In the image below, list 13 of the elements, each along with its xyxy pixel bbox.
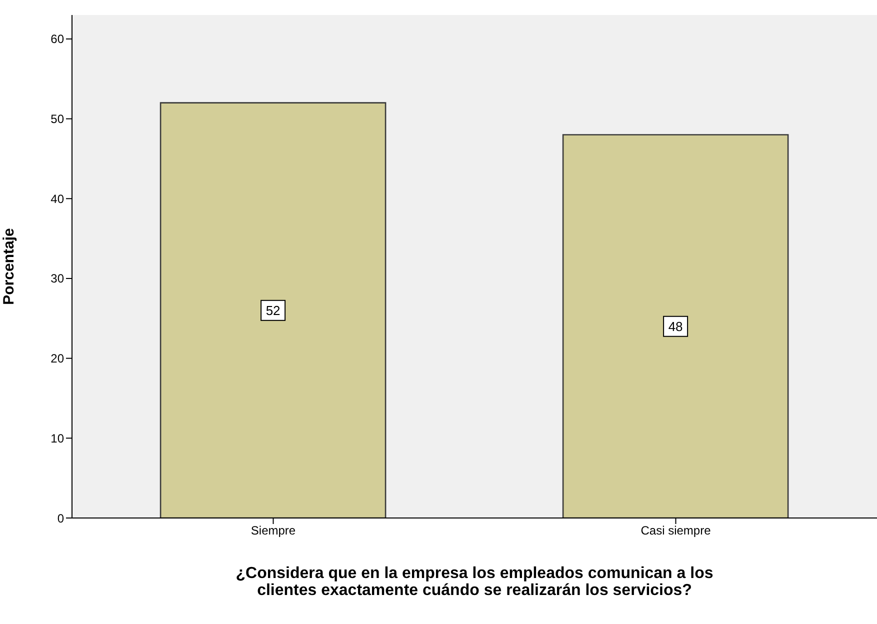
y-axis-title: Porcentaje (0, 228, 18, 305)
y-tick-label: 50 (50, 112, 64, 126)
y-tick-label: 10 (50, 431, 64, 446)
y-tick-label: 40 (50, 192, 64, 206)
x-tick-label: Casi siempre (640, 524, 712, 538)
y-tick-label: 0 (57, 511, 64, 526)
x-tick-label: Siempre (250, 524, 296, 538)
x-axis-title: ¿Considera que en la empresa los empleados comunican a los clientes exactamente cuándo se realizarán los servicios? (234, 565, 714, 599)
y-tick-label: 60 (50, 32, 64, 46)
y-tick-label: 20 (50, 352, 64, 366)
data-label: 48 (668, 318, 683, 334)
data-label: 52 (266, 302, 280, 318)
y-tick-label: 30 (50, 272, 64, 286)
